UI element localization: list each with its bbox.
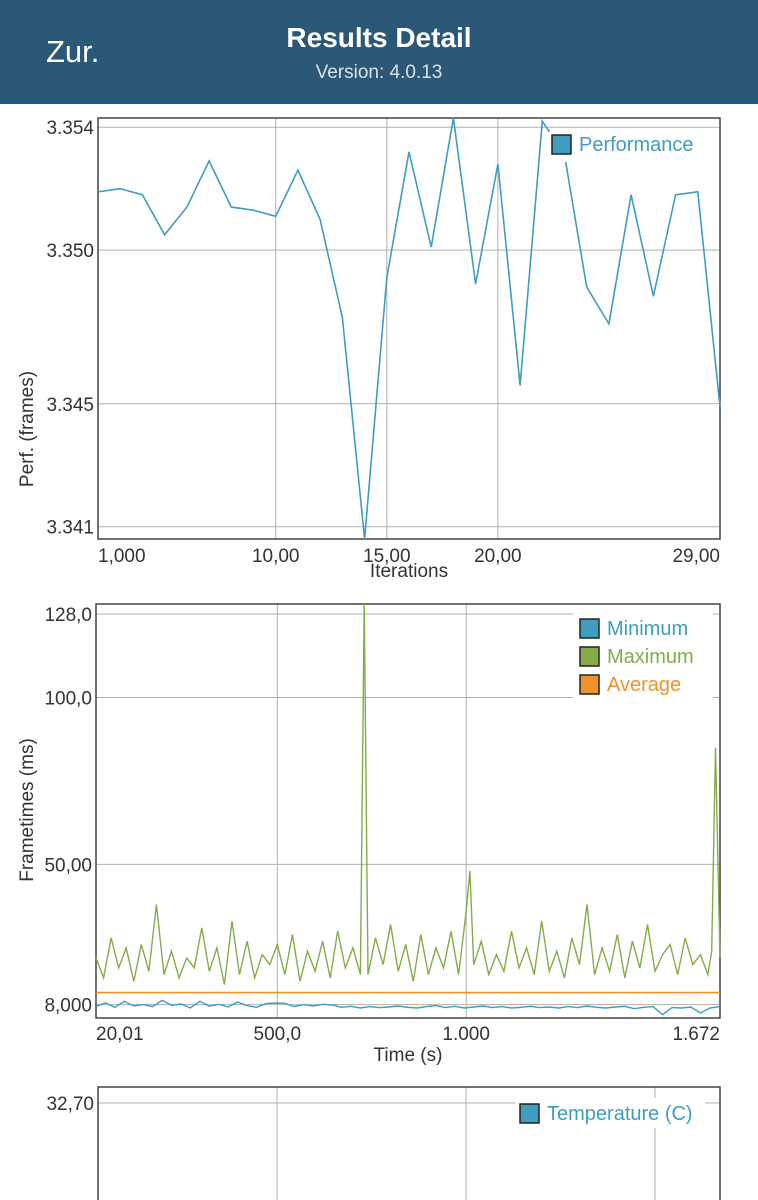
legend-label-average: Average (607, 674, 681, 696)
chart1-xtick-label: 15,00 (363, 546, 411, 567)
chart1-xlabel: Iterations (370, 561, 448, 582)
chart2-xtick-label: 1.000 (442, 1024, 490, 1045)
performance-chart: 3.354 3.350 3.345 3.341 1,000 10,00 15,00 20,0… (17, 117, 721, 582)
legend-label-maximum: Maximum (607, 646, 694, 668)
temperature-chart: 32,70 Temperature (C) (46, 1086, 721, 1200)
minimum-line (95, 999, 721, 1016)
chart2-xticks: 20,01 500,0 1.000 1.672 (96, 1024, 720, 1045)
chart1-frame (97, 117, 721, 540)
chart2-ytick-label: 8,000 (44, 996, 92, 1017)
legend-swatch-temperature (519, 1103, 540, 1124)
chart2-legend: Minimum Maximum Average (573, 612, 713, 700)
chart1-grid (98, 118, 720, 539)
chart1-ytick-label: 3.345 (46, 395, 94, 416)
frametimes-chart: 128,0 100,0 50,00 8,000 20,01 500,0 1.000 1.67… (17, 603, 721, 1066)
chart1-xtick-label: 1,000 (98, 546, 146, 567)
chart2-frame (95, 603, 721, 1019)
chart2-xtick-label: 20,01 (96, 1024, 144, 1045)
chart2-ytick-label: 50,00 (44, 855, 92, 876)
chart3-ytick: 32,70 (46, 1094, 94, 1115)
header-bar: Zur. Results Detail Version: 4.0.13 (0, 0, 758, 104)
legend-label-minimum: Minimum (607, 618, 688, 640)
legend-label-temperature: Temperature (C) (547, 1103, 693, 1125)
legend-swatch-maximum (579, 646, 600, 667)
chart2-ytick-label: 100,0 (44, 688, 92, 709)
chart2-ytick-label: 128,0 (44, 605, 92, 626)
chart1-xticks: 1,000 10,00 15,00 20,00 29,00 (98, 546, 720, 567)
legend-swatch-minimum (579, 618, 600, 639)
chart2-xtick-label: 500,0 (254, 1024, 302, 1045)
chart1-ylabel: Perf. (frames) (17, 371, 38, 487)
legend-swatch-average (579, 674, 600, 695)
maximum-line (95, 603, 721, 985)
chart1-xtick-label: 10,00 (252, 546, 300, 567)
page-title: Results Detail (286, 22, 472, 53)
chart1-ytick-label: 3.350 (46, 241, 94, 262)
performance-line (97, 117, 721, 540)
legend-swatch-performance (551, 134, 572, 155)
legend-label-performance: Performance (579, 134, 694, 156)
chart2-xlabel: Time (s) (374, 1045, 443, 1066)
chart2-yticks: 128,0 100,0 50,00 8,000 (44, 605, 92, 1017)
chart1-xtick-label: 20,00 (474, 546, 522, 567)
chart2-xtick-label: 1.672 (672, 1024, 720, 1045)
chart3-frame (97, 1086, 721, 1200)
version-label: Version: 4.0.13 (315, 62, 443, 83)
chart1-legend: Performance (549, 132, 705, 162)
chart2-ylabel: Frametimes (ms) (17, 738, 38, 882)
back-button[interactable]: Zur. (46, 34, 100, 69)
chart1-ytick-label: 3.354 (46, 118, 94, 139)
chart1-ytick-label: 3.341 (46, 518, 94, 539)
chart1-xtick-label: 29,00 (672, 546, 720, 567)
chart1-yticks: 3.354 3.350 3.345 3.341 (46, 118, 94, 538)
